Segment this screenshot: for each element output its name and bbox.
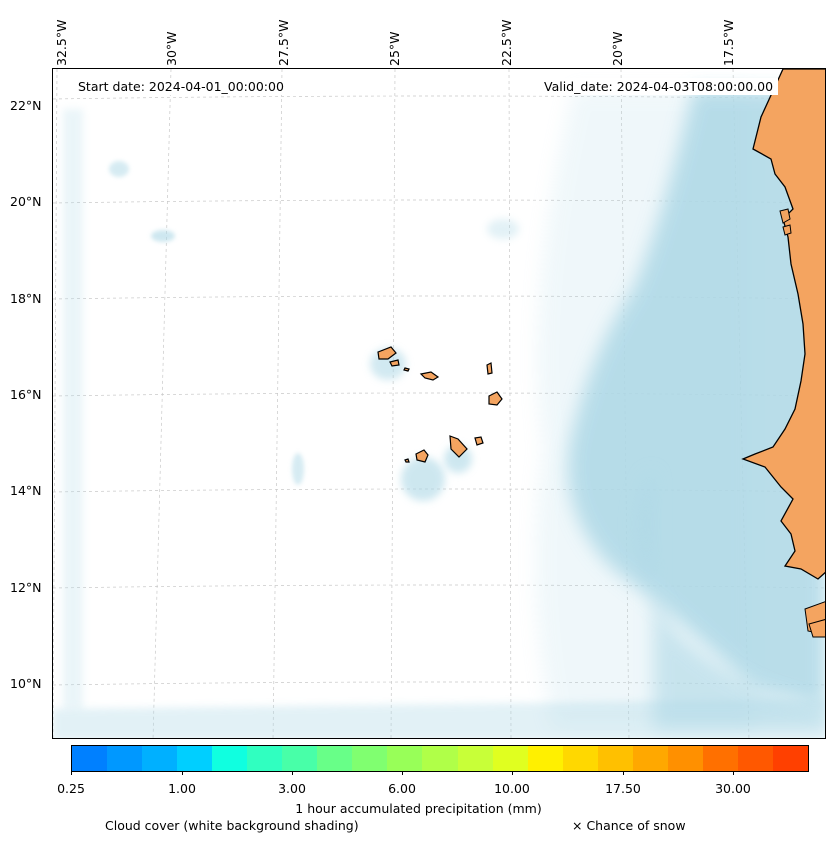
cape-verde-islands	[377, 346, 503, 463]
colorbar-segment	[702, 746, 738, 771]
cb-tickmark	[512, 771, 513, 775]
start-date-label: Start date: 2024-04-01_00:00:00	[73, 78, 289, 95]
cb-tickmark	[733, 771, 734, 775]
cb-tickmark	[623, 771, 624, 775]
cb-tick-label: 17.50	[605, 781, 641, 796]
colorbar-segment	[737, 746, 773, 771]
cb-tickmark	[182, 771, 183, 775]
colorbar-segment	[667, 746, 703, 771]
cb-tick-label: 1.00	[168, 781, 196, 796]
cb-tickmark	[292, 771, 293, 775]
lon-label-22-5w: 22.5°W	[499, 19, 514, 66]
colorbar-segment	[772, 746, 808, 771]
lat-label-10n: 10°N	[10, 676, 42, 691]
lat-label-20n: 20°N	[10, 194, 42, 209]
colorbar-segment	[247, 746, 283, 771]
lat-label-22n: 22°N	[10, 98, 42, 113]
cb-tickmark	[402, 771, 403, 775]
colorbar-segment	[422, 746, 458, 771]
colorbar-segment	[177, 746, 213, 771]
map-canvas	[53, 69, 825, 738]
coastal-islets	[779, 208, 792, 236]
cloud-cover-note: Cloud cover (white background shading)	[105, 818, 359, 833]
colorbar-segment	[282, 746, 318, 771]
lat-label-12n: 12°N	[10, 580, 42, 595]
colorbar-segment	[492, 746, 528, 771]
map-panel[interactable]	[52, 68, 826, 739]
cb-tickmark	[71, 771, 72, 775]
cb-tick-label: 30.00	[715, 781, 751, 796]
africa-coast-land	[741, 69, 825, 638]
snow-chance-note: × Chance of snow	[572, 818, 686, 833]
precipitation-shading	[109, 89, 825, 729]
colorbar-segment	[632, 746, 668, 771]
colorbar-segment	[457, 746, 493, 771]
lat-label-18n: 18°N	[10, 291, 42, 306]
colorbar-segment	[562, 746, 598, 771]
colorbar-segment	[212, 746, 248, 771]
lon-label-25w: 25°W	[387, 31, 402, 66]
colorbar-segment	[527, 746, 563, 771]
colorbar-segment	[317, 746, 353, 771]
lon-label-27-5w: 27.5°W	[276, 19, 291, 66]
valid-date-label: Valid_date: 2024-04-03T08:00:00.00	[539, 78, 779, 95]
lon-label-17-5w: 17.5°W	[721, 19, 736, 66]
precipitation-colorbar	[71, 745, 809, 772]
cb-tick-label: 3.00	[278, 781, 306, 796]
lat-label-14n: 14°N	[10, 483, 42, 498]
colorbar-segment	[107, 746, 143, 771]
colorbar-segment	[597, 746, 633, 771]
lon-label-30w: 30°W	[164, 31, 179, 66]
cb-tick-label: 0.25	[57, 781, 85, 796]
colorbar-segment	[387, 746, 423, 771]
colorbar-segment	[72, 746, 108, 771]
lon-label-32-5w: 32.5°W	[54, 19, 69, 66]
cb-tick-label: 10.00	[494, 781, 530, 796]
colorbar-segment	[142, 746, 178, 771]
lon-label-20w: 20°W	[610, 31, 625, 66]
colorbar-title: 1 hour accumulated precipitation (mm)	[295, 801, 542, 816]
colorbar-segment	[352, 746, 388, 771]
lat-label-16n: 16°N	[10, 387, 42, 402]
cb-tick-label: 6.00	[388, 781, 416, 796]
